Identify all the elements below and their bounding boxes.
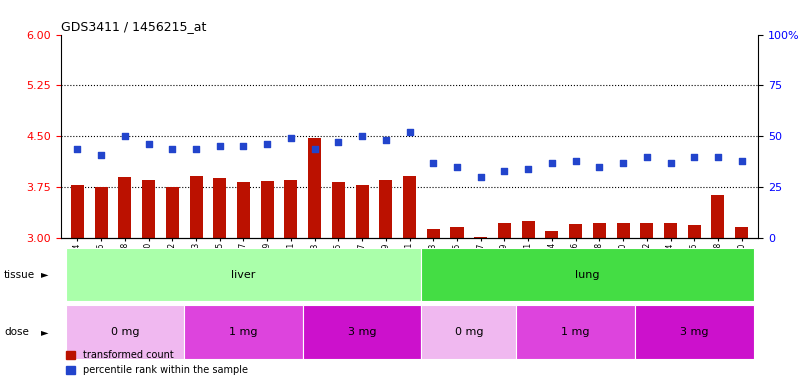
Text: 1 mg: 1 mg [561, 327, 590, 337]
Point [308, 146, 321, 152]
Bar [142, 180, 155, 238]
Bar [95, 187, 108, 238]
Bar [450, 227, 464, 238]
Bar [66, 305, 184, 359]
Bar [422, 305, 517, 359]
Point [664, 160, 677, 166]
Bar [118, 177, 131, 238]
Point [736, 158, 749, 164]
Bar [260, 181, 274, 238]
Point [190, 146, 203, 152]
Bar [237, 182, 250, 238]
Bar [711, 195, 724, 238]
Point [641, 154, 654, 160]
Point [546, 160, 559, 166]
Point [711, 154, 724, 160]
Bar [403, 175, 416, 238]
Bar [427, 229, 440, 238]
Text: liver: liver [231, 270, 255, 280]
Point [616, 160, 629, 166]
Point [95, 152, 108, 158]
Bar [308, 138, 321, 238]
Bar [735, 227, 749, 238]
Point [451, 164, 464, 170]
Bar [380, 180, 393, 238]
Bar [355, 185, 369, 238]
Bar [474, 237, 487, 238]
Text: 0 mg: 0 mg [455, 327, 483, 337]
Point [118, 133, 131, 139]
Bar [71, 185, 84, 238]
Bar [422, 248, 753, 301]
Point [165, 146, 178, 152]
Bar [616, 223, 629, 238]
Legend: transformed count, percentile rank within the sample: transformed count, percentile rank withi… [66, 351, 248, 375]
Point [71, 146, 84, 152]
Bar [332, 182, 345, 238]
Bar [285, 180, 298, 238]
Text: 3 mg: 3 mg [680, 327, 709, 337]
Text: ►: ► [41, 270, 49, 280]
Bar [517, 305, 635, 359]
Point [260, 141, 273, 147]
Point [688, 154, 701, 160]
Text: lung: lung [575, 270, 599, 280]
Bar [213, 179, 226, 238]
Text: tissue: tissue [4, 270, 35, 280]
Point [285, 135, 298, 141]
Bar [635, 305, 753, 359]
Bar [664, 223, 677, 238]
Point [498, 168, 511, 174]
Point [521, 166, 534, 172]
Bar [165, 187, 179, 238]
Text: ►: ► [41, 327, 49, 337]
Bar [688, 225, 701, 238]
Text: GDS3411 / 1456215_at: GDS3411 / 1456215_at [61, 20, 206, 33]
Point [474, 174, 487, 180]
Bar [593, 223, 606, 238]
Bar [640, 223, 654, 238]
Point [569, 158, 582, 164]
Text: 0 mg: 0 mg [110, 327, 139, 337]
Point [427, 160, 440, 166]
Point [237, 144, 250, 150]
Point [213, 144, 226, 150]
Text: 1 mg: 1 mg [230, 327, 258, 337]
Bar [190, 175, 203, 238]
Point [142, 141, 155, 147]
Text: 3 mg: 3 mg [348, 327, 376, 337]
Point [355, 133, 368, 139]
Bar [498, 223, 511, 238]
Bar [545, 231, 559, 238]
Point [403, 129, 416, 135]
Point [380, 137, 393, 144]
Point [593, 164, 606, 170]
Bar [521, 221, 534, 238]
Text: dose: dose [4, 327, 29, 337]
Bar [66, 248, 422, 301]
Bar [303, 305, 422, 359]
Point [332, 139, 345, 146]
Bar [184, 305, 303, 359]
Bar [569, 224, 582, 238]
